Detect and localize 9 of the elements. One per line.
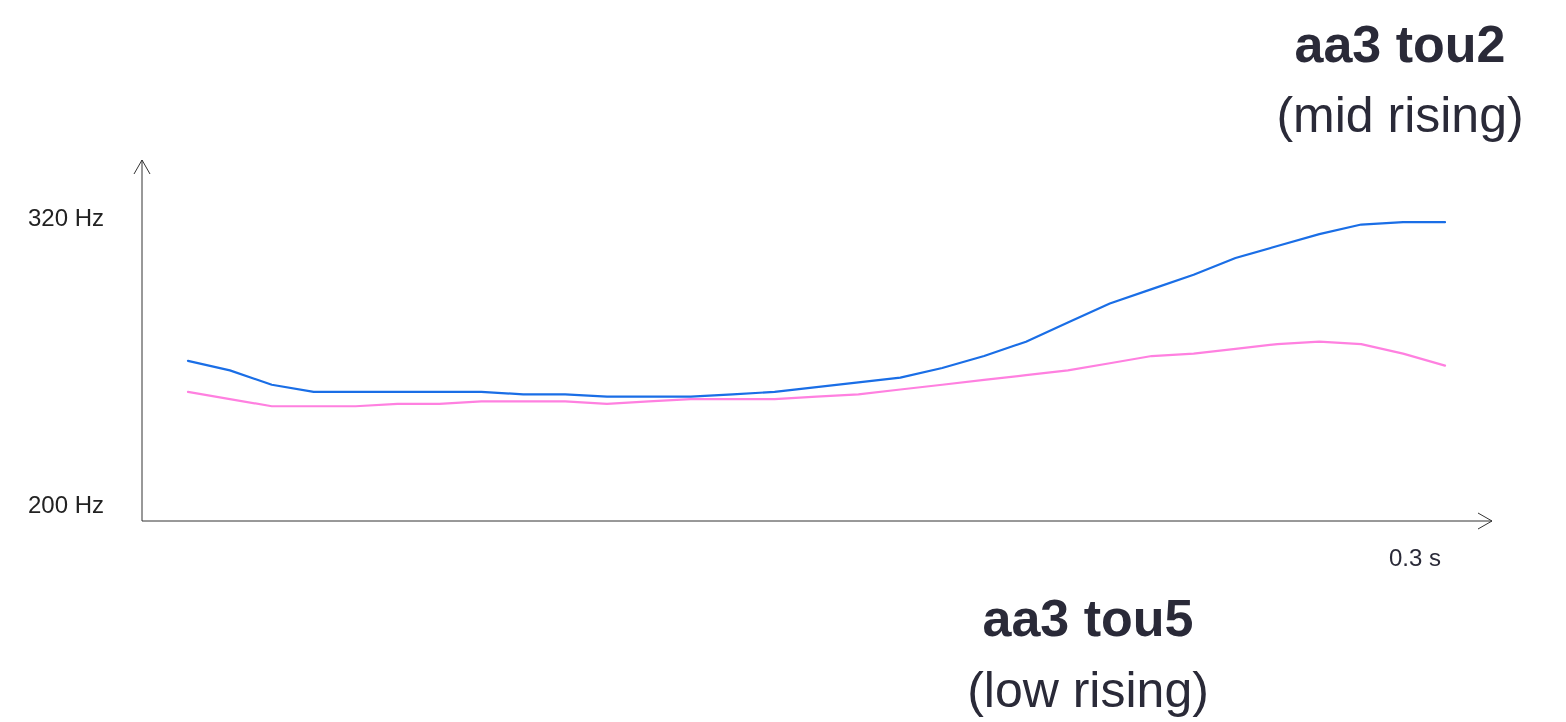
text: aa3 tou2 (1294, 15, 1506, 73)
line-series (186, 340, 1447, 408)
text: 0.3 s (1388, 544, 1442, 571)
text: (low rising) (967, 662, 1209, 718)
y-tick-label: 320 Hz (27, 203, 105, 231)
y-tick-label: 200 Hz (27, 490, 105, 518)
text: (mid rising) (1276, 87, 1524, 143)
text: aa3 tou5 (982, 589, 1194, 647)
line-series (186, 221, 1447, 398)
